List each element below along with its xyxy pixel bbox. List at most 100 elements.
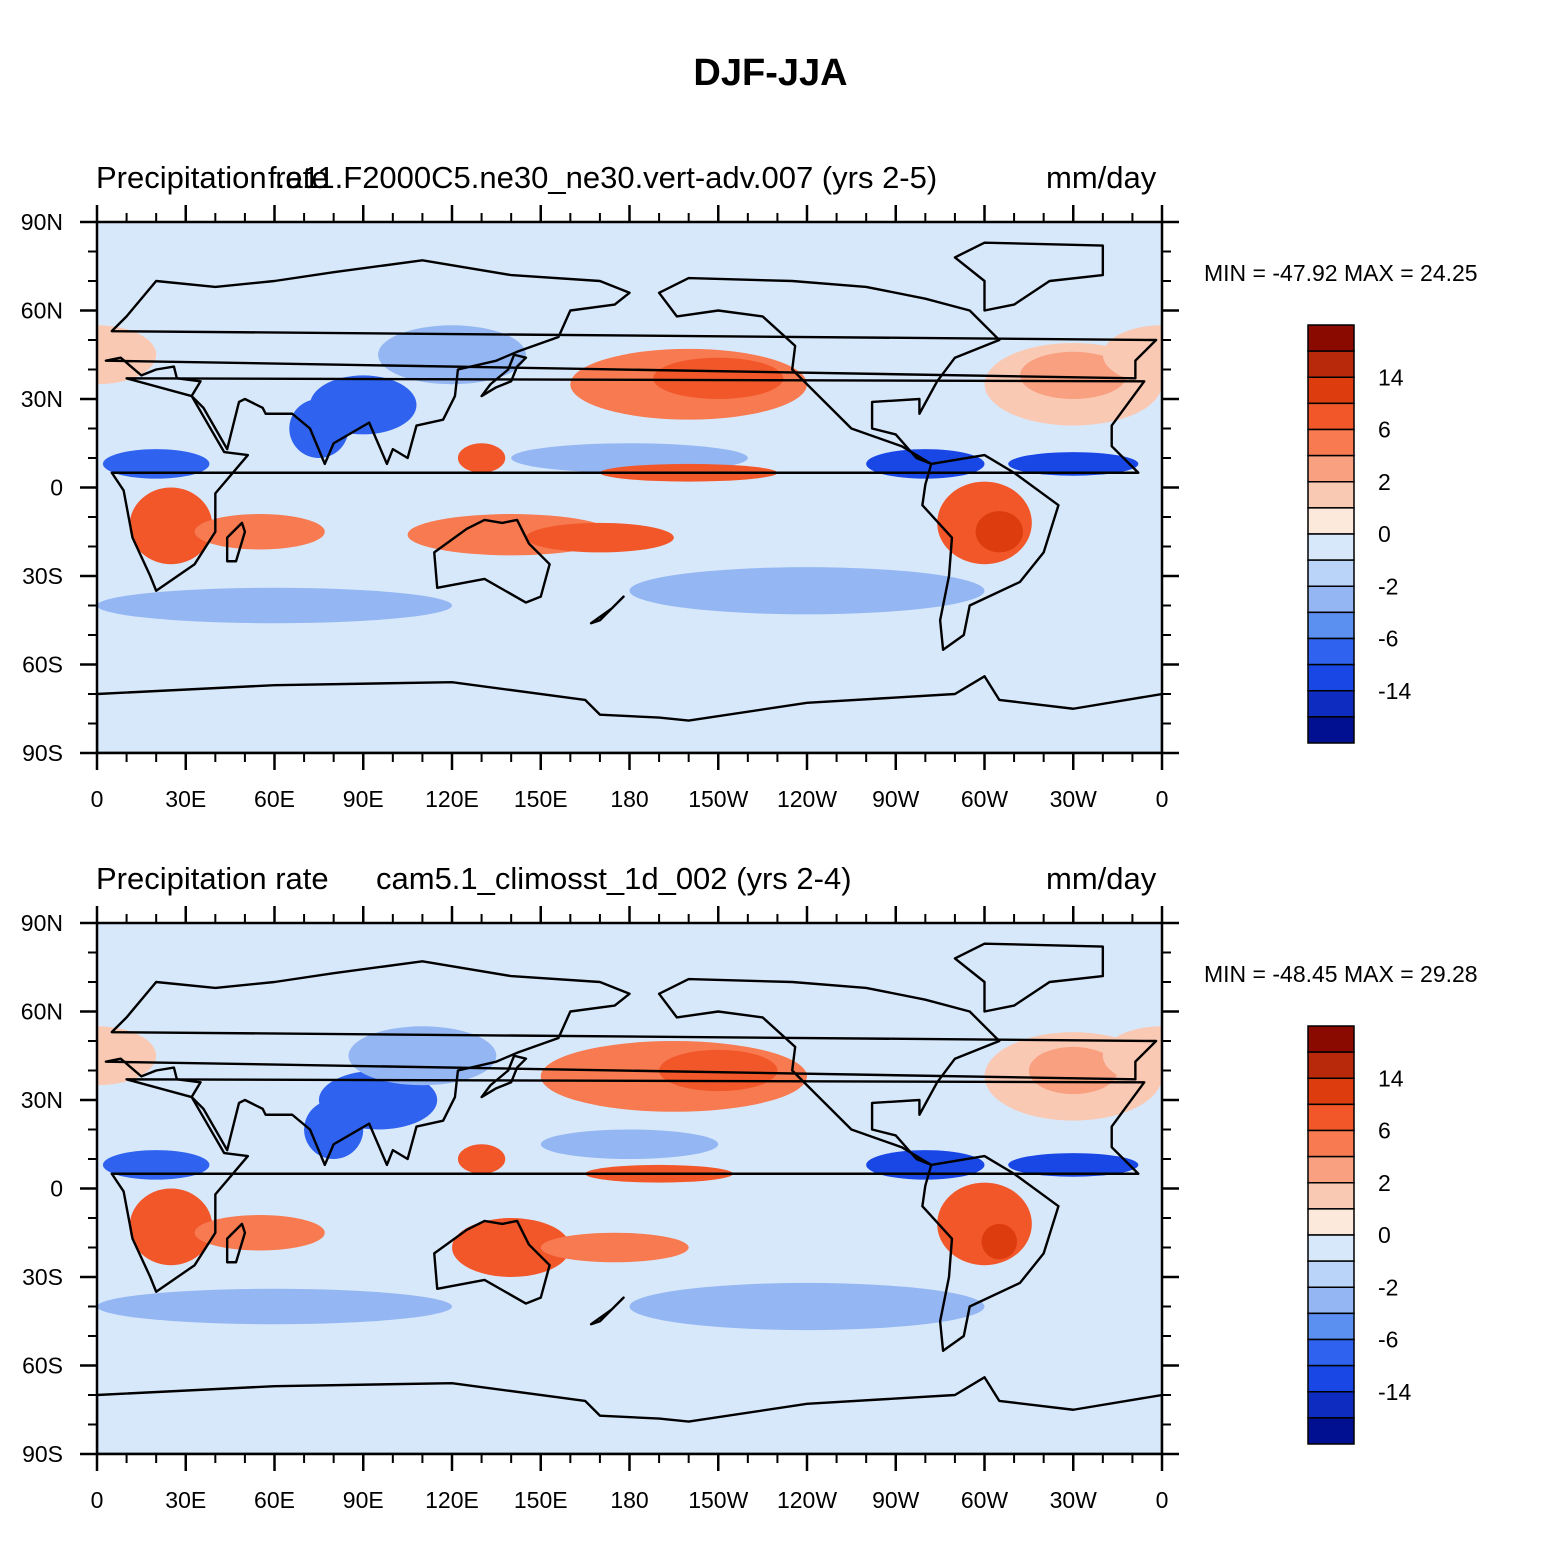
panel-title-center: f.e11.F2000C5.ne30_ne30.vert-adv.007 (yr… [268, 160, 938, 195]
colorbar-label: 14 [1378, 364, 1404, 390]
anomaly-region [304, 1100, 364, 1159]
colorbar-label: -6 [1378, 626, 1398, 652]
precip-map: 0 30E 60E 90E 120E 150E 180 150W 120W 90W 60W 30W 0 9… [21, 906, 1411, 1513]
x-tick-label: 0 [1156, 786, 1169, 812]
coastline [589, 1296, 625, 1326]
anomaly-region [97, 1026, 157, 1086]
anomaly-region [629, 1282, 985, 1331]
y-tick-label: 30S [22, 1264, 63, 1290]
colorbar-label: 6 [1378, 1118, 1391, 1144]
colorbar-swatch [1307, 559, 1355, 587]
anomaly-region [866, 1150, 985, 1180]
x-tick-label: 60E [254, 786, 295, 812]
coastline [657, 977, 1001, 1167]
y-tick-label: 90N [21, 910, 63, 936]
coastline [225, 521, 247, 563]
colorbar-swatch [1307, 1391, 1355, 1419]
x-tick-label: 90E [343, 786, 384, 812]
coastline [225, 1222, 247, 1264]
panel-title-left: Precipitation rate [96, 861, 329, 896]
x-tick-label: 120W [777, 786, 837, 812]
coastline [589, 595, 625, 625]
panel-title-center: cam5.1_climosst_1d_002 (yrs 2-4) [376, 861, 852, 896]
colorbar-swatch [1307, 1077, 1355, 1106]
colorbar-swatch [1307, 611, 1355, 640]
y-tick-label: 60N [21, 298, 63, 324]
colorbar-swatch [1307, 507, 1355, 535]
coastline [953, 241, 1105, 312]
anomaly-region [129, 1188, 213, 1266]
anomaly-region [975, 511, 1023, 553]
x-tick-label: 0 [1156, 1487, 1169, 1513]
anomaly-region [1020, 351, 1127, 399]
x-tick-label: 150E [514, 1487, 568, 1513]
y-tick-label: 90S [22, 1441, 63, 1467]
anomaly-region [525, 522, 674, 553]
anomaly-region [97, 325, 157, 385]
anomaly-region [1008, 1153, 1139, 1177]
x-tick-label: 0 [91, 1487, 104, 1513]
coastline [97, 1376, 1162, 1454]
y-tick-label: 90S [22, 740, 63, 766]
min-max-stats: MIN = -47.92 MAX = 24.25 [1204, 260, 1478, 286]
x-tick-label: 120E [425, 786, 479, 812]
x-tick-label: 150W [688, 786, 748, 812]
colorbar-swatch [1307, 690, 1355, 718]
anomaly-region [97, 1288, 452, 1325]
anomaly-region [457, 443, 506, 473]
coastline [953, 942, 1105, 1013]
colorbar-label: -6 [1378, 1327, 1398, 1353]
coastline [110, 1078, 1146, 1293]
coastline [921, 453, 1060, 651]
y-tick-label: 60N [21, 999, 63, 1025]
anomaly-region [452, 1218, 571, 1277]
colorbar-label: 6 [1378, 417, 1391, 443]
x-tick-label: 30E [165, 786, 206, 812]
coastline [104, 960, 1158, 1167]
colorbar-label: 0 [1378, 521, 1391, 547]
x-tick-label: 30W [1050, 1487, 1098, 1513]
x-tick-label: 120E [425, 1487, 479, 1513]
x-tick-label: 90W [872, 1487, 920, 1513]
colorbar-label: -14 [1378, 1379, 1411, 1405]
colorbar-swatch [1307, 1155, 1355, 1184]
y-tick-label: 90N [21, 209, 63, 235]
panel-title-units: mm/day [1046, 861, 1157, 896]
colorbar-label: -2 [1378, 573, 1398, 599]
y-tick-label: 60S [22, 652, 63, 678]
anomaly-region [457, 1144, 506, 1174]
colorbar-swatch [1307, 533, 1355, 561]
colorbar-swatch [1307, 585, 1355, 614]
colorbar-label: -2 [1378, 1274, 1398, 1300]
figure-title: DJF-JJA [693, 52, 848, 94]
map-panel-bottom: Precipitation rate cam5.1_climosst_1d_00… [0, 861, 1541, 1561]
anomaly-region [102, 1150, 210, 1180]
y-tick-label: 30S [22, 563, 63, 589]
coastline [110, 377, 1146, 592]
colorbar-swatch [1307, 1208, 1355, 1236]
min-max-stats: MIN = -48.45 MAX = 29.28 [1204, 961, 1478, 987]
coastline [433, 1219, 551, 1305]
anomaly-region [97, 587, 452, 624]
colorbar-label: 2 [1378, 1170, 1391, 1196]
x-tick-label: 120W [777, 1487, 837, 1513]
colorbar-swatch [1307, 1182, 1355, 1210]
colorbar-swatch [1307, 454, 1355, 483]
colorbar-swatch [1307, 1338, 1355, 1367]
anomaly-region [653, 357, 784, 399]
x-tick-label: 60W [961, 786, 1009, 812]
x-tick-label: 180 [610, 1487, 648, 1513]
colorbar-swatch [1307, 1312, 1355, 1341]
colorbar-swatch [1307, 716, 1355, 744]
colorbar-swatch [1307, 1129, 1355, 1158]
colorbar-swatch [1307, 637, 1355, 666]
anomaly-region [981, 1223, 1018, 1260]
panel-title-units: mm/day [1046, 160, 1157, 195]
anomaly-region [866, 449, 985, 479]
colorbar-swatch [1307, 324, 1355, 352]
x-tick-label: 180 [610, 786, 648, 812]
colorbar-swatch [1307, 428, 1355, 457]
colorbar-swatch [1307, 663, 1355, 692]
colorbar-swatch [1307, 350, 1355, 378]
anomaly-region [378, 325, 526, 385]
